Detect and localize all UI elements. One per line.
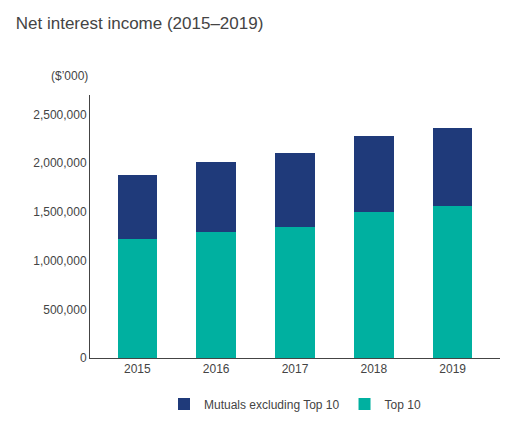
svg-text:0: 0 xyxy=(80,351,87,365)
svg-text:2,500,000: 2,500,000 xyxy=(33,108,87,122)
svg-text:Top 10: Top 10 xyxy=(385,398,421,412)
svg-text:2017: 2017 xyxy=(282,362,309,376)
svg-text:1,000,000: 1,000,000 xyxy=(33,254,87,268)
svg-text:2,000,000: 2,000,000 xyxy=(33,156,87,170)
svg-text:Net interest income (2015–2019: Net interest income (2015–2019) xyxy=(16,14,264,33)
svg-text:2016: 2016 xyxy=(203,362,230,376)
svg-text:2018: 2018 xyxy=(360,362,387,376)
svg-text:2019: 2019 xyxy=(439,362,466,376)
svg-text:1,500,000: 1,500,000 xyxy=(33,205,87,219)
svg-text:500,000: 500,000 xyxy=(43,303,87,317)
svg-text:2015: 2015 xyxy=(124,362,151,376)
svg-text:($’000): ($’000) xyxy=(51,69,88,83)
svg-text:Mutuals excluding Top 10: Mutuals excluding Top 10 xyxy=(204,398,340,412)
